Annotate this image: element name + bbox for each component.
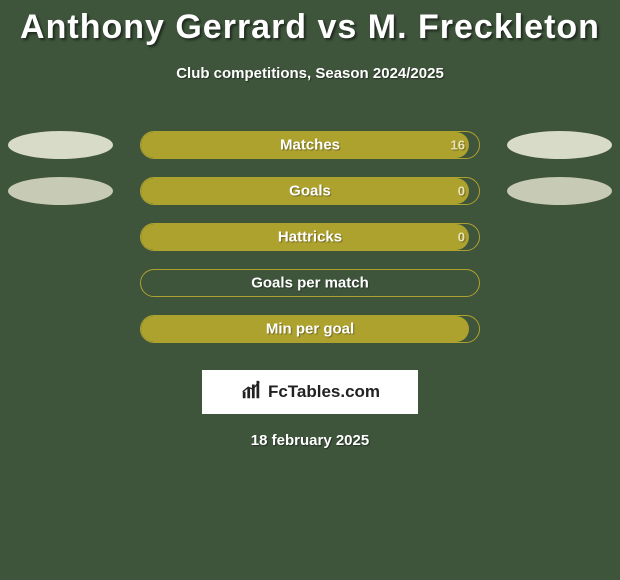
brand-badge[interactable]: FcTables.com <box>202 370 418 414</box>
stat-value: 0 <box>458 230 465 245</box>
stat-label: Hattricks <box>278 229 342 246</box>
snapshot-date: 18 february 2025 <box>0 432 620 449</box>
stat-row: Hattricks 0 <box>0 214 620 260</box>
page-title: Anthony Gerrard vs M. Freckleton <box>0 0 620 47</box>
stat-bar: Matches 16 <box>140 131 480 159</box>
stat-label: Goals per match <box>251 275 369 292</box>
stat-value: 0 <box>458 184 465 199</box>
stat-label: Min per goal <box>266 321 354 338</box>
stat-bar: Goals per match <box>140 269 480 297</box>
subtitle: Club competitions, Season 2024/2025 <box>0 65 620 82</box>
stat-row: Goals 0 <box>0 168 620 214</box>
stat-value: 16 <box>451 138 465 153</box>
stat-label: Goals <box>289 183 331 200</box>
stat-bar: Hattricks 0 <box>140 223 480 251</box>
stat-row: Min per goal <box>0 306 620 352</box>
stat-bar: Min per goal <box>140 315 480 343</box>
player-left-marker <box>8 177 113 205</box>
player-right-marker <box>507 131 612 159</box>
stat-label: Matches <box>280 137 340 154</box>
chart-icon <box>240 379 262 406</box>
stat-row: Matches 16 <box>0 122 620 168</box>
brand-text: FcTables.com <box>268 382 380 402</box>
stat-row: Goals per match <box>0 260 620 306</box>
player-right-marker <box>507 177 612 205</box>
player-left-marker <box>8 131 113 159</box>
comparison-chart: Matches 16 Goals 0 Hattricks 0 Goals per match… <box>0 122 620 352</box>
stat-bar: Goals 0 <box>140 177 480 205</box>
